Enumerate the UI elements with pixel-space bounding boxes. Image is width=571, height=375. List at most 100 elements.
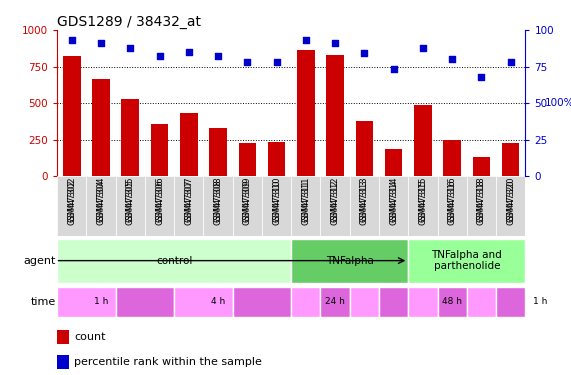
FancyBboxPatch shape [115, 176, 145, 236]
FancyBboxPatch shape [467, 286, 496, 317]
Text: GSM47304: GSM47304 [96, 179, 106, 225]
Bar [239, 142, 256, 176]
Text: 1 h: 1 h [533, 297, 547, 306]
Text: GSM47311: GSM47311 [301, 179, 311, 225]
FancyBboxPatch shape [203, 176, 233, 236]
FancyBboxPatch shape [262, 176, 291, 236]
Text: percentile rank within the sample: percentile rank within the sample [74, 357, 262, 367]
FancyBboxPatch shape [57, 176, 86, 236]
Text: GSM47302: GSM47302 [67, 176, 77, 222]
FancyBboxPatch shape [86, 176, 115, 236]
Bar [327, 55, 344, 176]
Text: GSM47314: GSM47314 [389, 179, 398, 225]
Text: GSM47309: GSM47309 [243, 179, 252, 225]
Y-axis label: 100%: 100% [545, 98, 571, 108]
Text: GSM47313: GSM47313 [360, 179, 369, 225]
Text: GSM47307: GSM47307 [184, 176, 194, 222]
Text: count: count [74, 332, 106, 342]
Text: GSM47306: GSM47306 [155, 179, 164, 225]
Text: TNFalpha and
parthenolide: TNFalpha and parthenolide [432, 250, 502, 272]
Point [184, 49, 194, 55]
FancyBboxPatch shape [349, 176, 379, 236]
FancyBboxPatch shape [320, 176, 349, 236]
Text: GSM47308: GSM47308 [214, 179, 223, 225]
Point [506, 59, 515, 65]
Bar [57, 356, 69, 369]
Text: GSM47306: GSM47306 [155, 176, 164, 222]
FancyBboxPatch shape [349, 286, 379, 317]
Bar [414, 105, 432, 176]
Text: GSM47312: GSM47312 [331, 176, 340, 222]
FancyBboxPatch shape [467, 176, 496, 236]
FancyBboxPatch shape [174, 286, 233, 317]
FancyBboxPatch shape [233, 176, 262, 236]
Point [389, 66, 398, 72]
Text: 48 h: 48 h [442, 297, 462, 306]
FancyBboxPatch shape [408, 286, 437, 317]
FancyBboxPatch shape [115, 286, 174, 317]
Text: agent: agent [23, 256, 55, 266]
Text: time: time [30, 297, 55, 307]
Point [477, 74, 486, 80]
Point [126, 45, 135, 51]
FancyBboxPatch shape [233, 286, 291, 317]
Text: GSM47305: GSM47305 [126, 179, 135, 225]
Point [67, 37, 77, 43]
FancyBboxPatch shape [437, 286, 467, 317]
Point [272, 59, 281, 65]
Text: GSM47318: GSM47318 [477, 179, 486, 225]
Bar [268, 142, 286, 176]
Point [419, 45, 428, 51]
Text: GSM47310: GSM47310 [272, 179, 281, 225]
Point [360, 50, 369, 56]
FancyBboxPatch shape [291, 286, 320, 317]
Text: GSM47309: GSM47309 [243, 176, 252, 222]
Text: GSM47311: GSM47311 [301, 176, 311, 222]
Bar [444, 140, 461, 176]
Text: GSM47315: GSM47315 [419, 179, 428, 225]
FancyBboxPatch shape [57, 239, 291, 283]
FancyBboxPatch shape [496, 176, 525, 236]
Text: 24 h: 24 h [325, 297, 345, 306]
Text: GSM47315: GSM47315 [419, 176, 428, 222]
Text: GSM47308: GSM47308 [214, 176, 223, 222]
FancyBboxPatch shape [379, 286, 408, 317]
Text: GSM47304: GSM47304 [96, 176, 106, 222]
Bar [209, 128, 227, 176]
Text: GSM47318: GSM47318 [477, 176, 486, 222]
Point [301, 37, 311, 43]
Text: 4 h: 4 h [211, 297, 225, 306]
Bar [151, 124, 168, 176]
FancyBboxPatch shape [408, 176, 437, 236]
Bar [385, 149, 403, 176]
Text: 1 h: 1 h [94, 297, 108, 306]
FancyBboxPatch shape [496, 286, 525, 317]
Text: GSM47313: GSM47313 [360, 176, 369, 222]
Text: GDS1289 / 38432_at: GDS1289 / 38432_at [57, 15, 201, 29]
Text: GSM47316: GSM47316 [448, 179, 457, 225]
Bar [63, 56, 81, 176]
Bar [356, 121, 373, 176]
FancyBboxPatch shape [291, 176, 320, 236]
Bar [180, 113, 198, 176]
FancyBboxPatch shape [145, 176, 174, 236]
Point [331, 40, 340, 46]
Text: GSM47310: GSM47310 [272, 176, 281, 222]
Point [243, 59, 252, 65]
Bar [473, 157, 490, 176]
Bar [57, 330, 69, 344]
Point [96, 40, 106, 46]
Point [214, 53, 223, 59]
FancyBboxPatch shape [437, 176, 467, 236]
Text: GSM47320: GSM47320 [506, 176, 515, 222]
Bar [297, 51, 315, 176]
Point [448, 56, 457, 62]
Bar [93, 79, 110, 176]
Text: GSM47314: GSM47314 [389, 176, 398, 222]
Text: GSM47316: GSM47316 [448, 176, 457, 222]
FancyBboxPatch shape [408, 239, 525, 283]
Text: GSM47320: GSM47320 [506, 179, 515, 225]
Point [155, 53, 164, 59]
FancyBboxPatch shape [57, 286, 115, 317]
Text: GSM47302: GSM47302 [67, 179, 77, 225]
